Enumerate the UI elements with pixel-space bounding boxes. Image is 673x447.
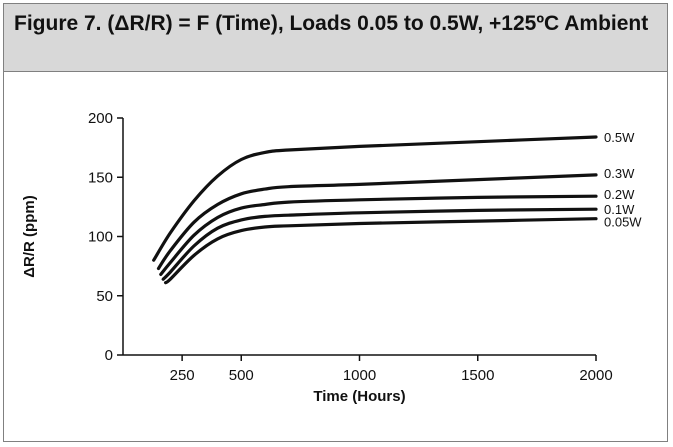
figure-header: Figure 7. (ΔR/R) = F (Time), Loads 0.05 … bbox=[4, 4, 667, 72]
x-tick-label: 2000 bbox=[579, 367, 612, 384]
x-tick-label: 250 bbox=[170, 367, 195, 384]
series-line-0.1W bbox=[161, 207, 598, 281]
y-tick-label: 0 bbox=[105, 347, 113, 364]
series-label: 0.3W bbox=[604, 166, 635, 181]
series-line-0.3W bbox=[156, 173, 598, 271]
x-tick-label: 1500 bbox=[461, 367, 494, 384]
x-tick-label: 500 bbox=[229, 367, 254, 384]
series-line-0.5W bbox=[152, 135, 598, 262]
figure-frame: Figure 7. (ΔR/R) = F (Time), Loads 0.05 … bbox=[3, 3, 668, 442]
series-line-0.05W bbox=[164, 217, 598, 285]
series-label: 0.2W bbox=[604, 187, 635, 202]
y-tick-label: 50 bbox=[96, 288, 113, 305]
figure-title: Figure 7. (ΔR/R) = F (Time), Loads 0.05 … bbox=[14, 12, 649, 35]
x-tick-label: 1000 bbox=[343, 367, 376, 384]
y-tick-label: 150 bbox=[88, 169, 113, 186]
line-chart: 0 50 100 150 200 250 500 1000 1500 2000 Time (Hour… bbox=[21, 110, 642, 405]
series-label: 0.5W bbox=[604, 130, 635, 145]
y-tick-label: 100 bbox=[88, 229, 113, 246]
x-axis-title: Time (Hours) bbox=[313, 388, 405, 405]
y-tick-label: 200 bbox=[88, 110, 113, 127]
series-label: 0.1W bbox=[604, 202, 635, 217]
series-label: 0.05W bbox=[604, 215, 642, 230]
series-line-0.2W bbox=[159, 194, 598, 276]
y-axis-title: ΔR/R (ppm) bbox=[21, 195, 38, 277]
